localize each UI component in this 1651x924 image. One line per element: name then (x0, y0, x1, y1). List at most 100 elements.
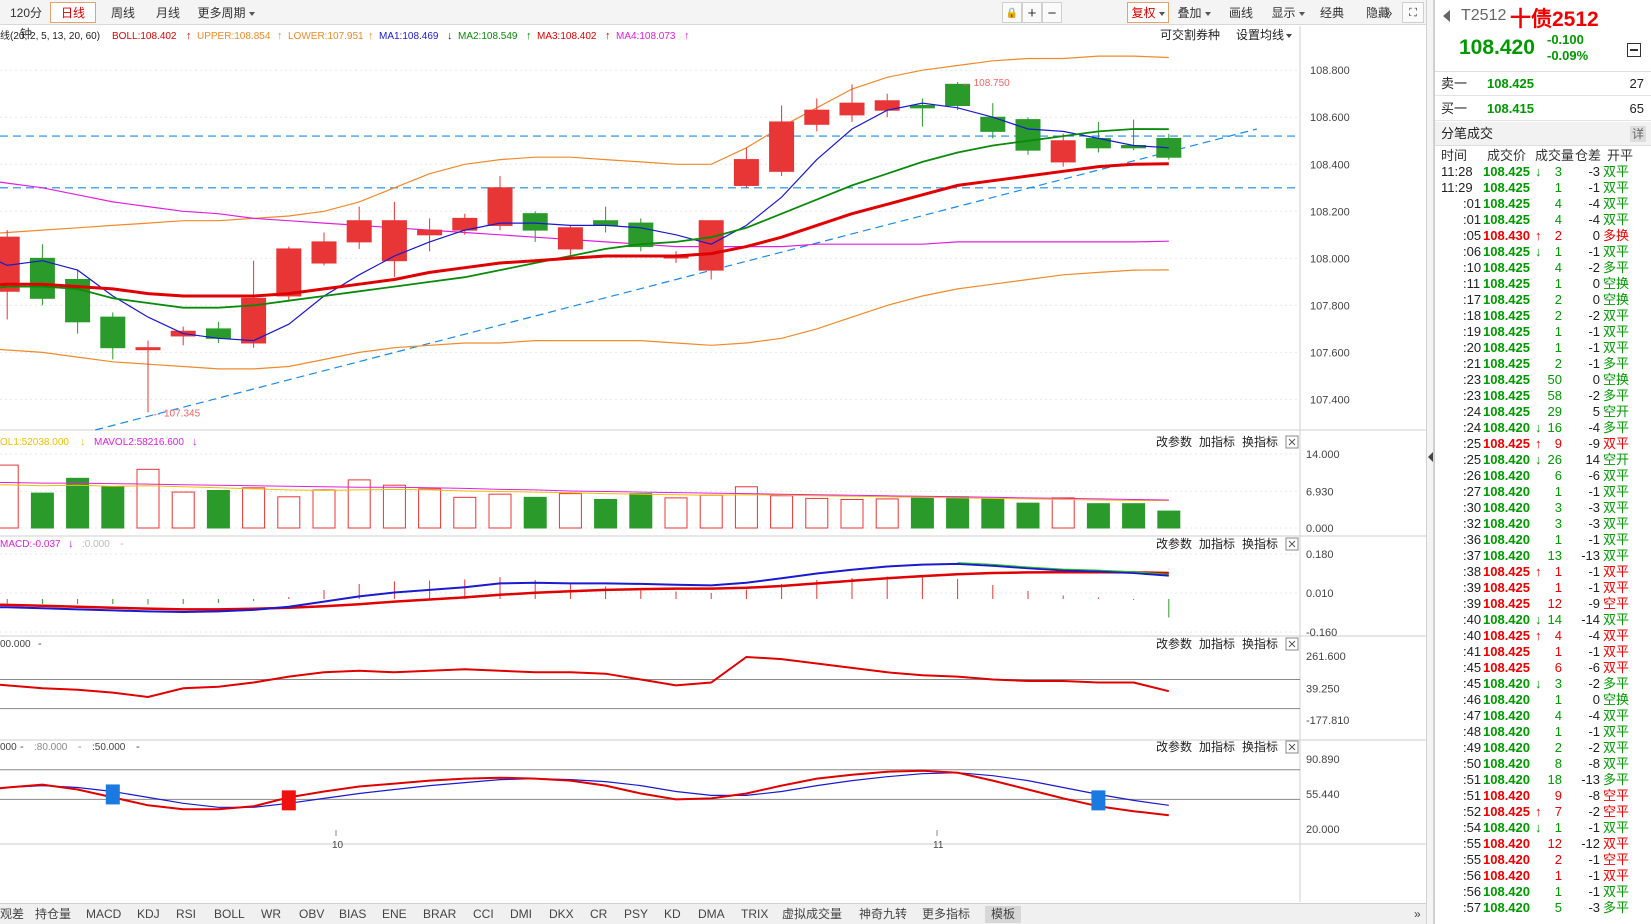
toolbar-5-button[interactable]: 隐藏 (1365, 6, 1390, 20)
dropdown-icon[interactable] (1286, 34, 1292, 38)
indicator-tab[interactable]: PSY (624, 907, 649, 921)
indicator-tab[interactable]: 模板 (985, 906, 1022, 923)
candle[interactable] (0, 230, 20, 320)
switch-indicator-link[interactable]: 换指标 (1242, 434, 1278, 449)
indicator-tab[interactable]: BOLL (214, 907, 245, 921)
candle[interactable] (522, 211, 548, 242)
close-panel-icon[interactable] (1285, 740, 1299, 754)
candle[interactable] (205, 321, 231, 343)
candle[interactable] (311, 232, 337, 266)
zoom-out-icon[interactable]: − (1042, 2, 1062, 23)
indicator-tab[interactable]: CCI (473, 907, 494, 921)
period-1-button[interactable]: 日线 (50, 2, 96, 23)
tick-volume: 1 (1554, 580, 1562, 595)
candle[interactable] (839, 84, 865, 122)
edit-params-link[interactable]: 改参数 (1156, 536, 1192, 551)
add-indicator-link[interactable]: 加指标 (1199, 536, 1235, 551)
indicator-tab[interactable]: KD (664, 907, 681, 921)
indicator-tab[interactable]: BIAS (339, 907, 367, 921)
period-0-button[interactable]: 120分钟 (9, 6, 43, 41)
candle[interactable] (1156, 133, 1182, 160)
switch-indicator-link[interactable]: 换指标 (1242, 636, 1278, 651)
candle[interactable] (487, 176, 513, 231)
indicator-tab[interactable]: RSI (176, 907, 197, 921)
fullscreen-icon[interactable]: ⛶ (1402, 2, 1424, 23)
switch-indicator-link[interactable]: 换指标 (1242, 739, 1278, 754)
candle[interactable] (874, 93, 900, 118)
candle[interactable] (381, 201, 407, 278)
period-2-button[interactable]: 周线 (110, 6, 135, 20)
close-panel-icon[interactable] (1285, 435, 1299, 449)
add-indicator-link[interactable]: 加指标 (1199, 434, 1235, 449)
switch-indicator-link[interactable]: 换指标 (1242, 536, 1278, 551)
indicator-tab[interactable]: MACD (86, 907, 122, 921)
tick-type: 双平 (1603, 564, 1630, 579)
period-3-button[interactable]: 月线 (155, 6, 180, 20)
candle[interactable] (945, 81, 971, 111)
close-panel-icon[interactable] (1285, 637, 1299, 651)
candle[interactable] (804, 98, 830, 132)
indicator-tab[interactable]: OBV (299, 907, 325, 921)
indicator-tab[interactable]: 观差 (0, 907, 25, 921)
indicator-tab[interactable]: TRIX (741, 907, 769, 921)
toolbar-2-button[interactable]: 画线 (1228, 6, 1253, 20)
indicator-tab[interactable]: 持仓量 (35, 907, 72, 921)
toolbar-0-button[interactable]: 复权 (1127, 2, 1169, 23)
add-indicator-link[interactable]: 加指标 (1199, 636, 1235, 651)
candle[interactable] (65, 270, 91, 334)
tick-time: :23 (1463, 372, 1482, 387)
period-4-button[interactable]: 更多周期 (192, 2, 260, 23)
indicator-tab[interactable]: DMA (698, 907, 725, 921)
zoom-in-icon[interactable]: + (1022, 2, 1042, 23)
panel-splitter[interactable] (1426, 0, 1434, 924)
indicator-tab[interactable]: ENE (382, 907, 407, 921)
main-axis-label: 108.200 (1310, 206, 1350, 218)
indicator-tab[interactable]: 更多指标 (922, 907, 971, 921)
minimize-icon[interactable] (1627, 43, 1641, 57)
edit-params-link[interactable]: 改参数 (1156, 739, 1192, 754)
add-indicator-link[interactable]: 加指标 (1199, 739, 1235, 754)
tick-time: :51 (1463, 788, 1482, 803)
tick-type: 空平 (1603, 596, 1630, 611)
toolbar-4-button[interactable]: 经典 (1319, 6, 1344, 20)
candle[interactable] (417, 218, 443, 252)
toolbar-1-button[interactable]: 叠加 (1173, 2, 1215, 23)
toolbar-3-button[interactable]: 显示 (1267, 2, 1309, 23)
close-panel-icon[interactable] (1285, 537, 1299, 551)
ma-settings-link[interactable]: 设置均线 (1236, 28, 1284, 42)
candle[interactable] (628, 218, 654, 252)
arrow-up-icon: ↑ (1535, 436, 1542, 451)
indicator-tab[interactable]: KDJ (137, 907, 160, 921)
candle[interactable] (1015, 117, 1041, 155)
indicator-tab[interactable]: DMI (510, 907, 532, 921)
candle[interactable] (100, 312, 126, 360)
candle[interactable] (557, 225, 583, 256)
ticks-detail-button[interactable]: 详 (1629, 126, 1646, 142)
candle[interactable] (135, 340, 161, 413)
scroll-right-icon[interactable]: » (1414, 907, 1421, 921)
candle[interactable] (346, 206, 372, 249)
collapse-arrow-icon[interactable] (1428, 452, 1433, 462)
deliverable-bonds-link[interactable]: 可交割券种 (1160, 27, 1220, 42)
indicator-tab[interactable]: 虚拟成交量 (782, 907, 843, 921)
trend-line[interactable] (95, 128, 1257, 431)
candle[interactable] (29, 244, 55, 306)
candle[interactable] (698, 220, 724, 280)
candle[interactable] (733, 147, 759, 188)
indicator-tab[interactable]: DKX (549, 907, 574, 921)
indicator-tab[interactable]: WR (261, 907, 281, 921)
indicator-tab[interactable]: BRAR (423, 907, 457, 921)
indicator-tab[interactable]: CR (590, 907, 608, 921)
double-chevron-right-icon[interactable]: » (1385, 6, 1393, 20)
main-axis-label: 108.600 (1310, 112, 1350, 124)
edit-params-link[interactable]: 改参数 (1156, 636, 1192, 651)
candle[interactable] (769, 105, 795, 177)
candle[interactable] (276, 246, 302, 301)
edit-params-link[interactable]: 改参数 (1156, 434, 1192, 449)
candle[interactable] (593, 206, 619, 233)
lock-icon[interactable]: 🔒 (1002, 2, 1022, 23)
indicator-tab[interactable]: 神奇九转 (859, 907, 908, 921)
prev-contract-icon[interactable] (1443, 10, 1450, 22)
candle[interactable] (1050, 133, 1076, 167)
candle[interactable] (980, 103, 1006, 139)
